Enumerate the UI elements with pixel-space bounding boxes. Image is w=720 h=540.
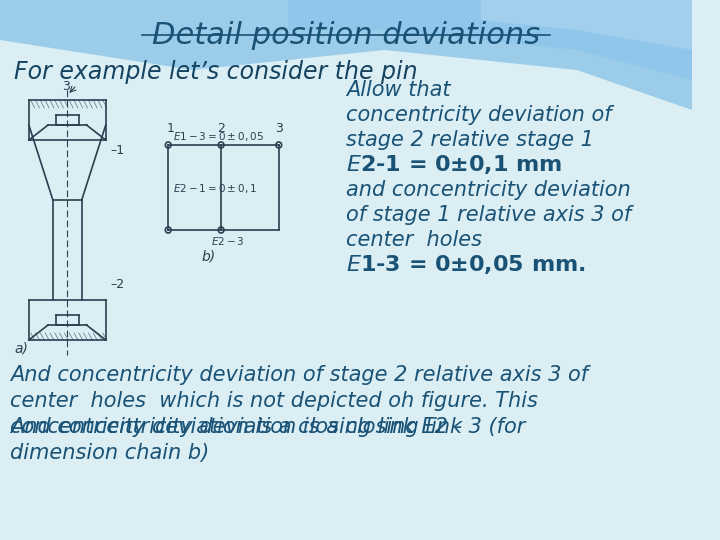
Text: And concentricity deviation is a closing link: And concentricity deviation is a closing…: [9, 417, 469, 437]
Text: And concentricity deviation of stage 2 relative axis 3 of: And concentricity deviation of stage 2 r…: [9, 365, 588, 385]
Text: dimension chain b): dimension chain b): [9, 443, 209, 463]
Text: 3: 3: [63, 80, 71, 93]
Text: Allow that: Allow that: [346, 80, 451, 100]
Text: concentricity deviation is a closing link E2 - 3 (for: concentricity deviation is a closing lin…: [9, 417, 525, 437]
Text: of stage 1 relative axis 3 of: of stage 1 relative axis 3 of: [346, 205, 631, 225]
Text: –1: –1: [111, 144, 125, 157]
Text: $E2-3$: $E2-3$: [212, 235, 245, 247]
Text: 3: 3: [275, 122, 283, 135]
Text: $\mathit{E}$1-3 = 0±0,05 mm.: $\mathit{E}$1-3 = 0±0,05 mm.: [346, 253, 585, 276]
Text: $E2-1=0\pm0,1$: $E2-1=0\pm0,1$: [173, 182, 257, 195]
Text: and concentricity deviation: and concentricity deviation: [346, 180, 631, 200]
Polygon shape: [0, 0, 692, 110]
Text: $E1-3=0\pm0,05$: $E1-3=0\pm0,05$: [173, 130, 264, 143]
Text: 2: 2: [217, 122, 225, 135]
Text: 1: 1: [166, 122, 174, 135]
Text: a): a): [14, 341, 28, 355]
Polygon shape: [289, 0, 692, 80]
Text: center  holes: center holes: [346, 230, 482, 250]
Text: –2: –2: [111, 279, 125, 292]
Text: $\mathit{E}$2-1 = 0±0,1 mm: $\mathit{E}$2-1 = 0±0,1 mm: [346, 153, 562, 177]
Text: b): b): [202, 249, 216, 263]
Text: center  holes  which is not depicted oh figure. This: center holes which is not depicted oh fi…: [9, 391, 538, 411]
Text: For example let’s consider the pin: For example let’s consider the pin: [14, 60, 418, 84]
Text: stage 2 relative stage 1: stage 2 relative stage 1: [346, 130, 594, 150]
Text: concentricity deviation of: concentricity deviation of: [346, 105, 612, 125]
Text: Detail position deviations: Detail position deviations: [152, 21, 540, 50]
Polygon shape: [481, 0, 692, 50]
